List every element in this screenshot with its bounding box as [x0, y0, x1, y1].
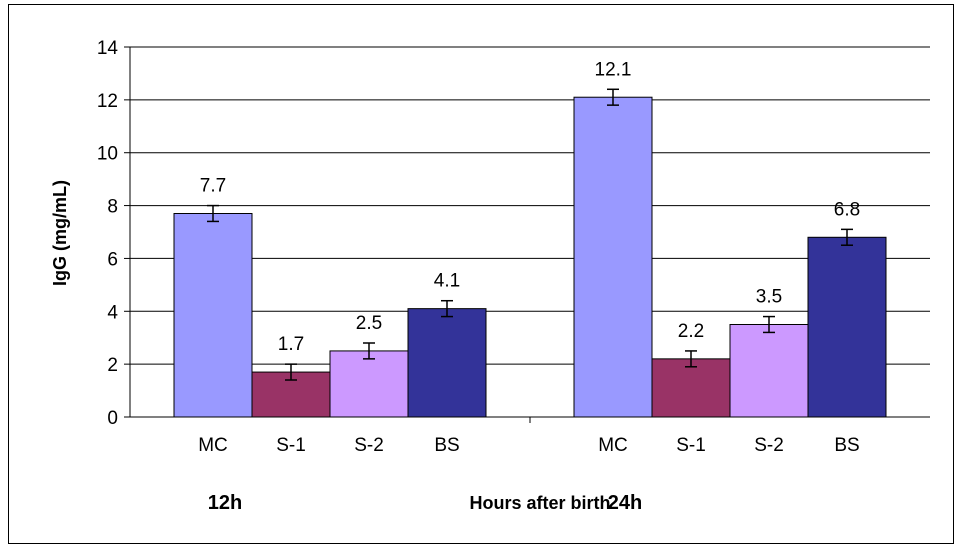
data-label: 12.1 [595, 59, 632, 80]
x-tick-label: MC [198, 435, 228, 456]
data-label: 2.2 [678, 321, 704, 342]
y-tick-label: 14 [97, 38, 119, 59]
x-tick-label: S-1 [676, 435, 706, 456]
bar-12h-MC [173, 213, 253, 418]
group-label: 24h [608, 492, 642, 514]
bars [173, 88, 887, 418]
y-tick-label: 8 [107, 197, 118, 218]
bar-24h-S-2 [729, 324, 809, 418]
x-axis-label: Hours after birth [469, 493, 610, 513]
x-tick-label: S-1 [276, 435, 306, 456]
y-tick-label: 12 [97, 91, 118, 112]
y-tick-label: 2 [107, 355, 118, 376]
y-tick-label: 4 [107, 302, 118, 323]
bar-24h-S-1 [651, 358, 731, 418]
x-tick-label: S-2 [754, 435, 784, 456]
bar-12h-BS [407, 308, 487, 418]
x-tick-label: BS [834, 435, 859, 456]
y-axis-label: IgG (mg/mL) [50, 180, 70, 286]
axes [124, 46, 930, 423]
group-label: 12h [208, 492, 242, 514]
bar-12h-S-2 [329, 350, 409, 418]
data-label: 3.5 [756, 287, 782, 308]
labels: 0 2 4 6 8 10 12 14 7.7 MC 1.7 S-1 2.5 S-2 4.1 BS 12h 12.1… [97, 38, 860, 514]
data-label: 2.5 [356, 313, 382, 334]
data-label: 4.1 [434, 271, 460, 292]
bar-24h-BS [807, 236, 887, 418]
x-tick-label: MC [598, 435, 628, 456]
x-tick-label: BS [434, 435, 459, 456]
chart-frame [8, 4, 954, 544]
x-tick-label: S-2 [354, 435, 384, 456]
bar-24h-MC [573, 96, 653, 418]
y-tick-label: 6 [107, 249, 118, 270]
data-label: 7.7 [200, 176, 226, 197]
data-label: 1.7 [278, 334, 304, 355]
data-label: 6.8 [834, 199, 860, 220]
y-tick-label: 0 [107, 408, 118, 429]
y-tick-label: 10 [97, 144, 118, 165]
